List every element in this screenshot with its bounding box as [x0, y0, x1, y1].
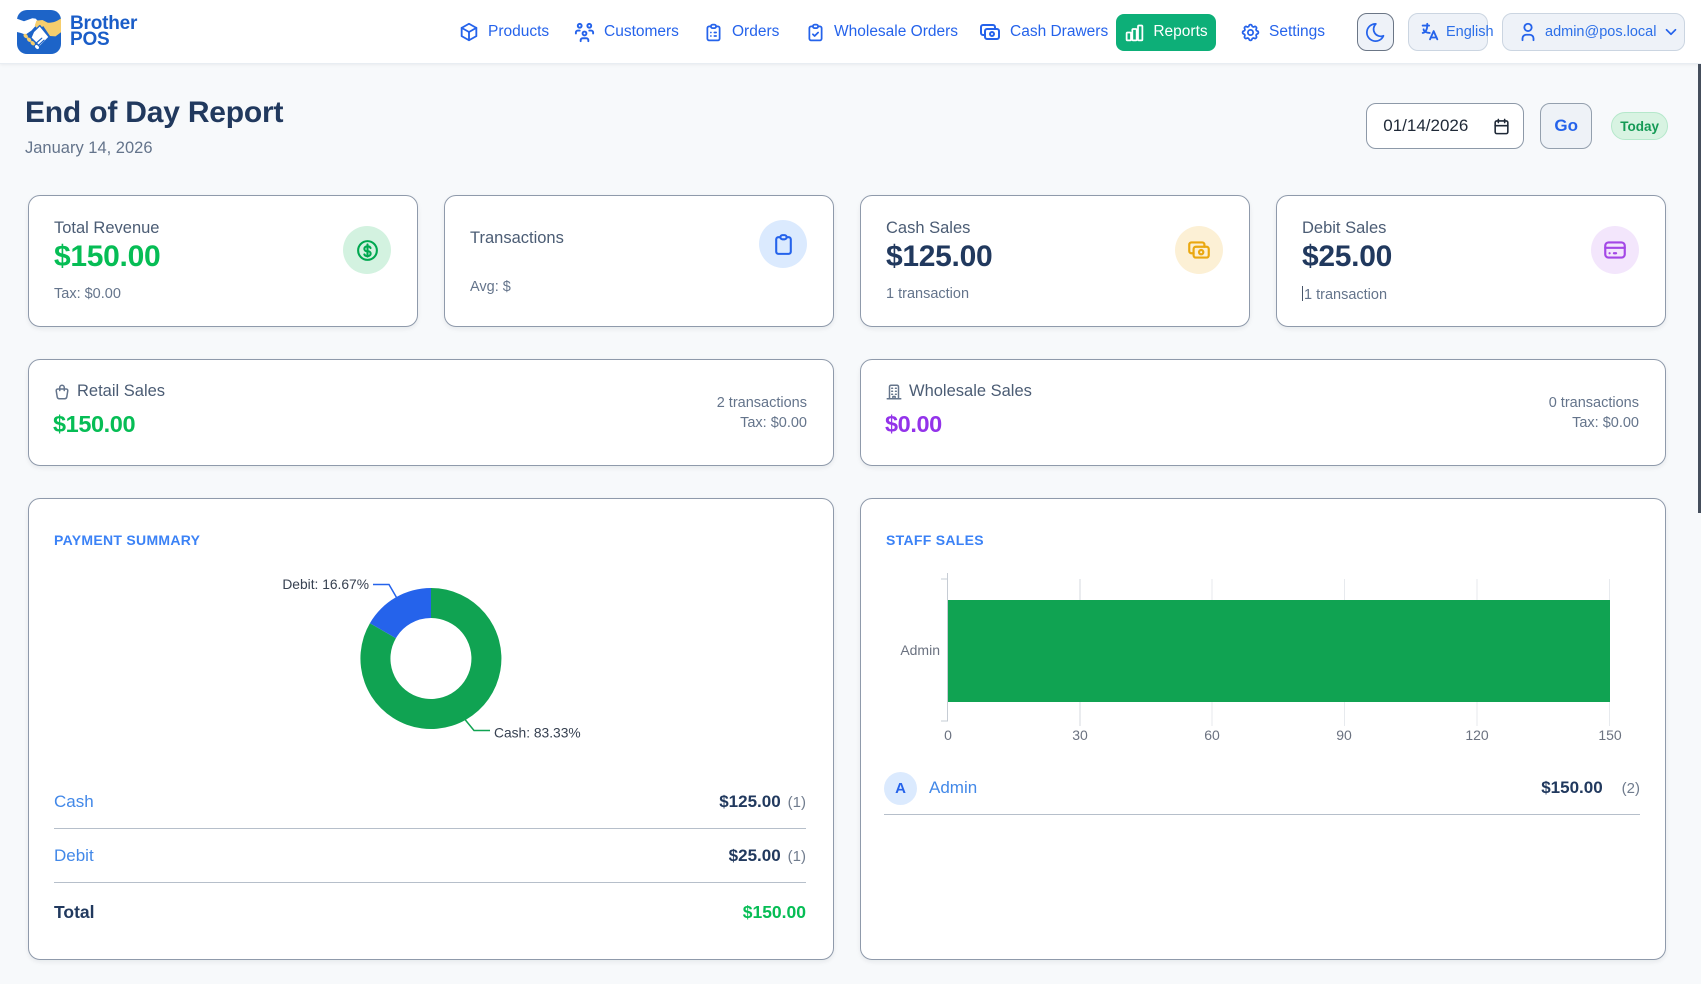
svg-text:90: 90 — [1336, 727, 1352, 743]
svg-text:60: 60 — [1204, 727, 1220, 743]
svg-text:0: 0 — [944, 727, 952, 743]
svg-text:120: 120 — [1465, 727, 1489, 743]
svg-text:Debit: 16.67%: Debit: 16.67% — [282, 577, 369, 592]
svg-text:Admin: Admin — [900, 642, 940, 658]
svg-text:30: 30 — [1072, 727, 1088, 743]
svg-text:Cash: 83.33%: Cash: 83.33% — [494, 726, 581, 741]
svg-text:150: 150 — [1598, 727, 1622, 743]
